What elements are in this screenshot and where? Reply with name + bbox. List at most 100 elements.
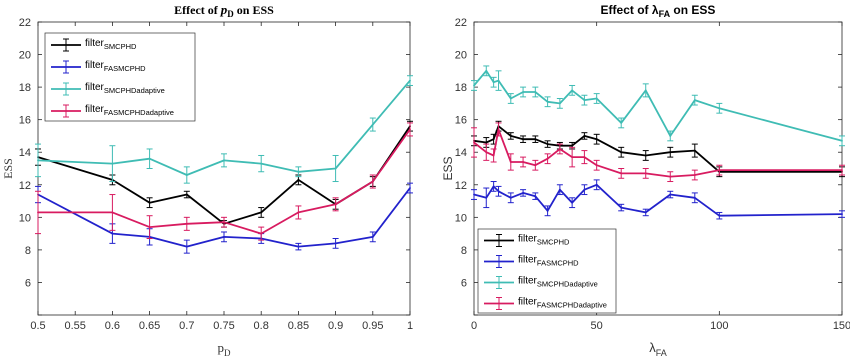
error-bar [507, 93, 514, 104]
error-bar [593, 133, 600, 145]
data-point [693, 149, 696, 152]
data-point [718, 107, 721, 110]
data-point [260, 211, 263, 214]
x-axis-label: λFA [649, 340, 667, 358]
error-bar [839, 135, 845, 147]
data-point [583, 156, 586, 159]
data-point [522, 138, 524, 141]
data-point [492, 138, 495, 141]
data-point [485, 151, 488, 154]
error-bar [667, 146, 674, 158]
error-bar [520, 86, 527, 98]
data-point [485, 141, 488, 144]
error-bar [581, 184, 588, 196]
error-bar [221, 231, 227, 243]
data-point [522, 192, 524, 194]
x-tick-label: 0.85 [288, 320, 309, 332]
error-bar [556, 98, 563, 109]
data-point [546, 100, 549, 103]
data-point [409, 79, 411, 82]
x-tick-label: 0 [471, 320, 477, 332]
error-bar [183, 190, 190, 199]
error-bar [146, 148, 153, 169]
error-bar [483, 143, 490, 161]
error-bar [691, 169, 698, 181]
legend: filterSMCPHDfilterFASMCPHDfilterSMCPHDad… [44, 32, 196, 122]
data-point [693, 99, 696, 102]
data-point [223, 235, 225, 238]
legend-label-main: filter [85, 104, 105, 115]
error-bar [581, 132, 588, 140]
data-point [473, 141, 475, 144]
data-point [718, 169, 721, 172]
data-point [497, 128, 500, 131]
error-bar [532, 192, 539, 200]
x-tick-label: 0.5 [30, 320, 45, 332]
series-line [38, 128, 411, 235]
error-bar [520, 189, 527, 197]
y-axis-label: ESS [1, 158, 15, 179]
legend-label-subscript: FASMCPHD [104, 64, 146, 73]
error-bar [295, 166, 302, 178]
chart-title: Effect of pD on ESS [174, 2, 274, 19]
data-point [260, 162, 263, 165]
title-symbol-subscript: D [227, 9, 234, 19]
data-point [371, 235, 374, 238]
error-bar [332, 197, 339, 212]
error-bar [581, 150, 588, 165]
error-bar [618, 203, 625, 212]
legend-label-subscript: SMCPHD [537, 238, 570, 247]
error-bar [490, 181, 497, 192]
data-point [371, 180, 374, 183]
data-point [473, 193, 475, 196]
data-point [669, 151, 672, 154]
y-tick-label: 18 [19, 82, 31, 94]
series-2 [471, 65, 845, 147]
error-bar [618, 168, 625, 179]
x-axis-label-main: λ [649, 340, 656, 355]
data-point [534, 195, 537, 198]
x-tick-label: 0.7 [179, 320, 194, 332]
data-point [595, 164, 598, 167]
y-tick-label: 8 [25, 245, 31, 257]
error-bar [221, 216, 227, 228]
x-axis-label-subscript: D [224, 348, 231, 358]
data-point [409, 128, 411, 131]
y-tick-label: 14 [455, 147, 467, 159]
series-line [473, 183, 843, 217]
error-bar [691, 143, 698, 158]
series-3 [471, 122, 845, 183]
error-bar [183, 166, 190, 184]
data-point [571, 156, 574, 159]
error-bar [618, 146, 625, 158]
data-point [534, 164, 537, 167]
data-point [485, 196, 488, 199]
legend-label-main: filter [518, 234, 538, 245]
data-point [558, 188, 561, 191]
data-point [297, 170, 300, 173]
legend-label: filterFASMCPHDadaptive [518, 297, 607, 310]
y-axis-label: ESS [441, 156, 455, 180]
data-point [260, 232, 263, 235]
error-bar [520, 135, 527, 143]
error-bar [569, 84, 576, 96]
title-symbol: p [220, 2, 228, 17]
title-suffix: on ESS [234, 3, 274, 17]
error-bar [839, 210, 845, 218]
series-line [37, 80, 411, 176]
legend-box [44, 32, 196, 122]
data-point [185, 245, 188, 248]
x-tick-label: 0.8 [254, 320, 269, 332]
data-point [644, 172, 647, 175]
data-point [841, 169, 843, 172]
error-bar [691, 94, 698, 106]
x-tick-label: 0.9 [328, 320, 343, 332]
data-point [522, 91, 524, 93]
data-point [497, 190, 500, 193]
title-prefix: Effect of [174, 3, 221, 17]
error-bar [691, 192, 698, 204]
error-bar [471, 127, 477, 158]
error-bar [544, 205, 551, 217]
error-bar [642, 168, 649, 179]
legend-label-main: filter [85, 60, 105, 71]
